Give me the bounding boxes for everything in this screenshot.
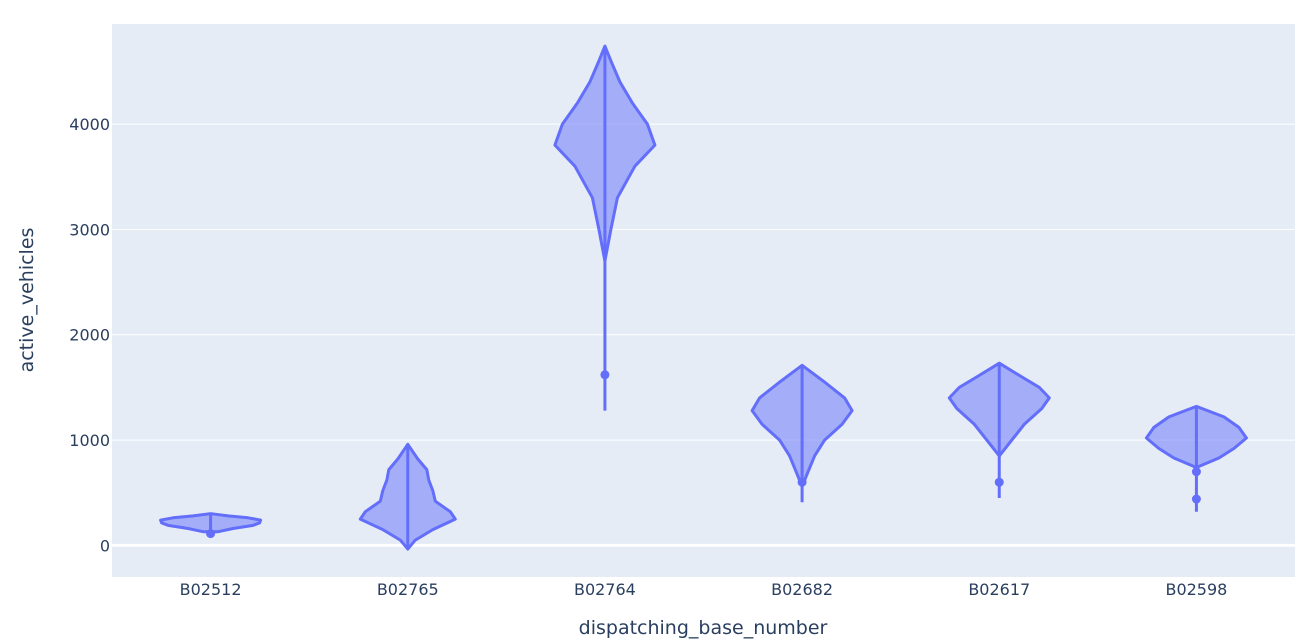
y-tick-label-0: 0 bbox=[100, 536, 110, 555]
y-axis-title: active_vehicles bbox=[16, 228, 38, 373]
y-tick-label-2000: 2000 bbox=[69, 326, 110, 345]
violin-B02598 bbox=[1144, 404, 1248, 512]
violin-B02764 bbox=[553, 44, 657, 411]
violin-body-B02512 bbox=[159, 512, 263, 534]
plot-background bbox=[112, 24, 1295, 577]
violin-body-B02617 bbox=[947, 361, 1051, 458]
violin-body-B02764 bbox=[553, 44, 657, 263]
violin-body-B02682 bbox=[750, 363, 854, 488]
x-tick-label-B02512: B02512 bbox=[180, 580, 242, 599]
violin-B02765 bbox=[358, 442, 457, 551]
outlier-point-B02764-0 bbox=[600, 370, 610, 380]
y-tick-label-3000: 3000 bbox=[69, 220, 110, 239]
gridlines bbox=[112, 123, 1295, 547]
x-axis-ticks: B02512 B02765 B02764 B02682 B02617 B02598 bbox=[180, 580, 1228, 599]
violin-body-B02765 bbox=[358, 442, 457, 551]
violin-B02617 bbox=[947, 361, 1051, 498]
x-tick-label-B02765: B02765 bbox=[377, 580, 439, 599]
violin-body-B02598 bbox=[1144, 404, 1248, 469]
x-axis-title: dispatching_base_number bbox=[579, 617, 828, 639]
outlier-point-B02598-1 bbox=[1191, 467, 1201, 477]
outlier-point-B02512-0 bbox=[206, 529, 216, 539]
x-tick-label-B02682: B02682 bbox=[771, 580, 833, 599]
y-axis-ticks: 0 1000 2000 3000 4000 bbox=[69, 115, 110, 555]
x-tick-label-B02598: B02598 bbox=[1165, 580, 1227, 599]
outlier-point-B02617-0 bbox=[994, 477, 1004, 487]
x-tick-label-B02617: B02617 bbox=[968, 580, 1030, 599]
x-tick-label-B02764: B02764 bbox=[574, 580, 636, 599]
outlier-point-B02682-0 bbox=[797, 477, 807, 487]
violin-B02682 bbox=[750, 363, 854, 503]
y-tick-label-4000: 4000 bbox=[69, 115, 110, 134]
violin-B02512 bbox=[159, 512, 263, 539]
outlier-point-B02598-0 bbox=[1191, 494, 1201, 504]
y-tick-label-1000: 1000 bbox=[69, 431, 110, 450]
violins bbox=[159, 44, 1248, 551]
